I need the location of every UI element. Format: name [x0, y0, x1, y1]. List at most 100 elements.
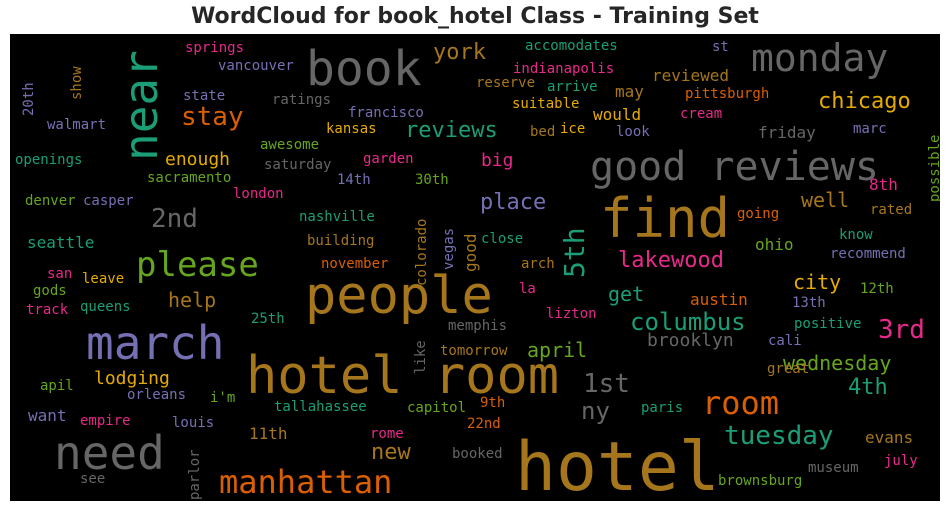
word-louis: louis — [172, 415, 215, 431]
word-good: good — [461, 233, 480, 272]
word-manhattan: manhattan — [219, 463, 393, 501]
word-would: would — [593, 105, 642, 124]
word-march: march — [86, 316, 225, 370]
word-suitable: suitable — [512, 96, 580, 112]
word-i-m: i'm — [210, 390, 236, 406]
word-nashville: nashville — [299, 209, 375, 225]
word-reviews: reviews — [405, 118, 498, 143]
word-museum: museum — [808, 460, 859, 476]
word-lizton: lizton — [546, 306, 597, 322]
word-25th: 25th — [251, 311, 285, 327]
word-rated: rated — [870, 202, 913, 218]
word-st: st — [712, 39, 729, 55]
word-state: state — [183, 88, 226, 104]
word-room: room — [702, 384, 780, 422]
word-hotel: hotel — [515, 428, 720, 502]
word-vegas: vegas — [441, 227, 457, 270]
word-possible: possible — [927, 134, 940, 202]
word-arch: arch — [521, 256, 555, 272]
word-positive: positive — [794, 316, 862, 332]
word-chicago: chicago — [818, 89, 911, 114]
word-accomodates: accomodates — [525, 38, 618, 54]
word-1st: 1st — [583, 369, 630, 399]
word-vancouver: vancouver — [218, 58, 294, 74]
word-tuesday: tuesday — [724, 421, 834, 451]
word-new: new — [371, 440, 411, 465]
word-orleans: orleans — [127, 387, 187, 403]
word-july: july — [884, 453, 918, 469]
word-april: april — [527, 338, 588, 362]
word-ice: ice — [560, 121, 586, 137]
word-la: la — [519, 281, 536, 297]
word-close: close — [481, 231, 524, 247]
word-booked: booked — [452, 446, 503, 462]
word-like: like — [413, 340, 429, 374]
word-wednesday: wednesday — [783, 351, 892, 375]
word-casper: casper — [83, 193, 134, 209]
word-place: place — [480, 190, 547, 215]
word-4th: 4th — [848, 375, 888, 400]
word-30th: 30th — [415, 172, 449, 188]
word-please: please — [136, 245, 259, 285]
word-evans: evans — [865, 428, 914, 447]
word-columbus: columbus — [630, 308, 746, 336]
word-bed: bed — [530, 124, 556, 140]
word-lakewood: lakewood — [618, 248, 724, 273]
word-11th: 11th — [249, 424, 288, 443]
word-seattle: seattle — [27, 233, 95, 252]
word-memphis: memphis — [448, 318, 508, 334]
word-want: want — [28, 406, 67, 425]
chart-title: WordCloud for book_hotel Class - Trainin… — [191, 4, 759, 29]
word-building: building — [307, 233, 375, 249]
word-near: near — [114, 50, 168, 161]
word-recommend: recommend — [830, 246, 906, 262]
word-monday: monday — [751, 36, 889, 80]
word-stay: stay — [181, 102, 244, 132]
word-austin: austin — [690, 290, 748, 309]
word-3rd: 3rd — [878, 315, 925, 345]
word-kansas: kansas — [326, 121, 377, 137]
word-ny: ny — [581, 397, 610, 425]
word-book: book — [306, 41, 422, 97]
word-5th: 5th — [558, 227, 591, 278]
word-cream: cream — [680, 106, 723, 122]
word-rome: rome — [370, 426, 404, 442]
word-leave: leave — [82, 271, 125, 287]
word-12th: 12th — [860, 281, 894, 297]
word-tomorrow: tomorrow — [440, 343, 508, 359]
word-may: may — [615, 82, 644, 101]
word-2nd: 2nd — [151, 204, 198, 234]
word-cloud: hotel hotel room people find book march need go… — [10, 34, 940, 501]
word-help: help — [168, 288, 217, 312]
word-parlor: parlor — [187, 449, 203, 500]
word-awesome: awesome — [260, 137, 320, 153]
word-great: great — [767, 361, 810, 377]
word-enough: enough — [165, 149, 231, 170]
word-openings: openings — [15, 152, 83, 168]
word-show: show — [69, 66, 85, 100]
word-gods: gods — [33, 283, 67, 299]
word-22nd: 22nd — [467, 416, 501, 432]
word-good-reviews: good reviews — [590, 144, 879, 190]
word-springs: springs — [185, 40, 245, 56]
word-york: york — [433, 40, 486, 65]
word-well: well — [801, 188, 850, 212]
word-indianapolis: indianapolis — [513, 61, 615, 77]
word-people: people — [305, 266, 493, 326]
word-9th: 9th — [480, 395, 506, 411]
word-paris: paris — [641, 400, 684, 416]
word-colorado: colorado — [414, 218, 430, 286]
word-london: london — [233, 186, 284, 202]
word-find: find — [600, 187, 731, 250]
word-20th: 20th — [21, 82, 37, 116]
word-empire: empire — [80, 413, 131, 429]
word-denver: denver — [25, 193, 76, 209]
word-marc: marc — [853, 121, 887, 137]
word-track: track — [26, 302, 69, 318]
word-sacramento: sacramento — [147, 170, 232, 186]
word-friday: friday — [758, 123, 816, 142]
word-reviewed: reviewed — [652, 66, 730, 85]
word-apil: apil — [40, 378, 74, 394]
word-14th: 14th — [337, 172, 371, 188]
word-saturday: saturday — [264, 157, 332, 173]
